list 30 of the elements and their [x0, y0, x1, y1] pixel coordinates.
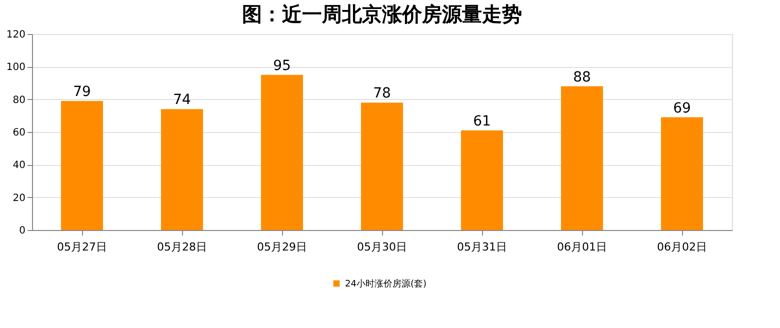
- y-tick-label: 40: [12, 160, 26, 172]
- x-tick-label: 05月29日: [257, 240, 307, 254]
- x-tick-label: 05月31日: [457, 240, 507, 254]
- legend-label: 24小时涨价房源(套): [345, 278, 426, 290]
- x-tick-label: 05月30日: [357, 240, 407, 254]
- x-tick-label: 05月28日: [157, 240, 207, 254]
- bar: [561, 86, 603, 230]
- data-label: 95: [273, 58, 291, 74]
- data-label: 69: [673, 100, 691, 116]
- data-label: 88: [573, 69, 591, 86]
- y-tick-label: 100: [6, 62, 26, 74]
- bar: [361, 102, 403, 230]
- y-tick-label: 80: [12, 94, 26, 106]
- y-tick-label: 60: [12, 128, 26, 138]
- y-tick-label: 120: [6, 30, 26, 40]
- data-label: 79: [73, 84, 91, 100]
- x-tick-label: 06月01日: [557, 240, 607, 254]
- bar: [661, 117, 703, 230]
- x-tick-label: 05月27日: [57, 240, 107, 254]
- y-tick-label: 0: [19, 226, 26, 236]
- data-label: 74: [173, 92, 191, 108]
- chart-title: 图：近一周北京涨价房源量走势: [242, 2, 522, 26]
- bar: [261, 74, 303, 230]
- y-tick-label: 20: [12, 192, 26, 204]
- bar: [161, 109, 203, 230]
- data-label: 78: [373, 86, 391, 102]
- bar: [61, 100, 103, 230]
- bar: [461, 130, 503, 230]
- x-tick-label: 06月02日: [657, 240, 707, 254]
- data-label: 61: [473, 113, 491, 130]
